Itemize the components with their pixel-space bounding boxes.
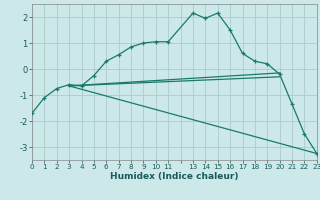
X-axis label: Humidex (Indice chaleur): Humidex (Indice chaleur) bbox=[110, 172, 239, 181]
